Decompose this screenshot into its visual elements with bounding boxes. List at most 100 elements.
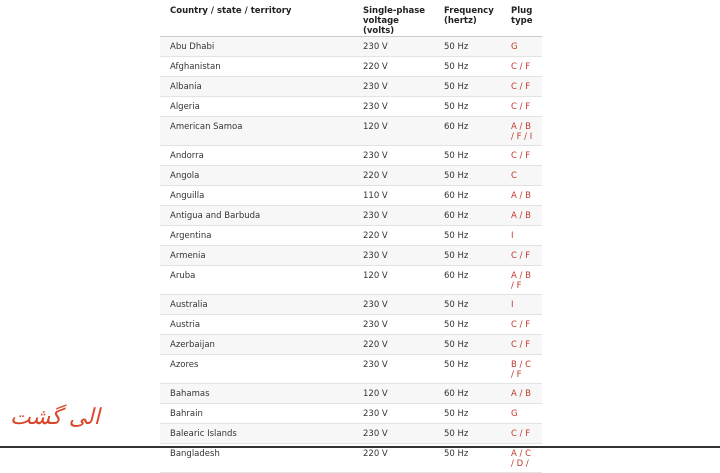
- table-row: Algeria 230 V 50 Hz C / F: [160, 96, 542, 117]
- table-cell: 50 Hz: [434, 294, 501, 315]
- table-row: Argentina 220 V 50 Hz I: [160, 225, 542, 246]
- table-cell: 230 V: [353, 314, 434, 335]
- plug-cell: C / F: [501, 423, 542, 444]
- plug-cell: C / F: [501, 96, 542, 117]
- plug-cell: G: [501, 403, 542, 424]
- table-row: Australia 230 V 50 Hz I: [160, 294, 542, 315]
- table-cell: Antigua and Barbuda: [160, 205, 353, 226]
- table-cell: 50 Hz: [434, 56, 501, 77]
- table-cell: 230 V: [353, 96, 434, 117]
- plug-cell: C / F: [501, 334, 542, 355]
- table-cell: 120 V: [353, 265, 434, 295]
- plug-cell: B / C / F: [501, 354, 542, 384]
- table-cell: American Samoa: [160, 116, 353, 146]
- column-header: Country / state / territory: [160, 0, 353, 37]
- table-cell: Angola: [160, 165, 353, 186]
- table-row: Armenia 230 V 50 Hz C / F: [160, 245, 542, 266]
- table-row: Albania 230 V 50 Hz C / F: [160, 76, 542, 97]
- table-cell: Azerbaijan: [160, 334, 353, 355]
- table-cell: Algeria: [160, 96, 353, 117]
- plug-cell: C / F: [501, 245, 542, 266]
- column-header: Single-phase voltage (volts): [353, 0, 434, 37]
- table-cell: 60 Hz: [434, 185, 501, 206]
- table-cell: 50 Hz: [434, 96, 501, 117]
- plug-cell: A / B: [501, 205, 542, 226]
- table-row: Anguilla 110 V 60 Hz A / B: [160, 185, 542, 206]
- table-row: Azores 230 V 50 Hz B / C / F: [160, 354, 542, 384]
- table-row: Andorra 230 V 50 Hz C / F: [160, 145, 542, 166]
- table-cell: Abu Dhabi: [160, 36, 353, 57]
- table-cell: Albania: [160, 76, 353, 97]
- table-cell: 120 V: [353, 116, 434, 146]
- bottom-rule: [0, 446, 720, 448]
- table-row: Afghanistan 220 V 50 Hz C / F: [160, 56, 542, 77]
- table-row: Bahamas 120 V 60 Hz A / B: [160, 383, 542, 404]
- table-cell: Andorra: [160, 145, 353, 166]
- table-cell: 220 V: [353, 56, 434, 77]
- table-cell: 60 Hz: [434, 205, 501, 226]
- plug-cell: C: [501, 165, 542, 186]
- table-cell: 230 V: [353, 245, 434, 266]
- table-cell: 60 Hz: [434, 116, 501, 146]
- table-cell: Bahamas: [160, 383, 353, 404]
- table-cell: 110 V: [353, 185, 434, 206]
- table-cell: Balearic Islands: [160, 423, 353, 444]
- header-row: Country / state / territory Single-phase …: [160, 0, 542, 37]
- table-cell: 230 V: [353, 423, 434, 444]
- table-cell: Australia: [160, 294, 353, 315]
- table-cell: 220 V: [353, 165, 434, 186]
- table-row: Abu Dhabi 230 V 50 Hz G: [160, 36, 542, 57]
- plug-cell: I: [501, 294, 542, 315]
- plug-cell: A / B: [501, 383, 542, 404]
- plug-cell: C / F: [501, 76, 542, 97]
- table-cell: 230 V: [353, 205, 434, 226]
- table-body: Abu Dhabi 230 V 50 Hz G Afghanistan 220 V 50 H…: [160, 36, 542, 473]
- table-cell: 120 V: [353, 383, 434, 404]
- table-cell: Afghanistan: [160, 56, 353, 77]
- table-cell: 50 Hz: [434, 145, 501, 166]
- table-cell: 50 Hz: [434, 403, 501, 424]
- plug-cell: C / F: [501, 145, 542, 166]
- table-row: Balearic Islands 230 V 50 Hz C / F: [160, 423, 542, 444]
- plug-cell: A / B / F: [501, 265, 542, 295]
- table-cell: 50 Hz: [434, 423, 501, 444]
- plug-cell: C / F: [501, 56, 542, 77]
- table-cell: 220 V: [353, 334, 434, 355]
- column-header: Frequency (hertz): [434, 0, 501, 37]
- table-cell: Anguilla: [160, 185, 353, 206]
- watermark: الی گشت: [10, 405, 100, 430]
- table-cell: 230 V: [353, 76, 434, 97]
- table-row: Austria 230 V 50 Hz C / F: [160, 314, 542, 335]
- table-cell: 50 Hz: [434, 314, 501, 335]
- table-cell: 230 V: [353, 403, 434, 424]
- table-row: Antigua and Barbuda 230 V 60 Hz A / B: [160, 205, 542, 226]
- table-cell: 230 V: [353, 354, 434, 384]
- table-row: Angola 220 V 50 Hz C: [160, 165, 542, 186]
- table-cell: 230 V: [353, 36, 434, 57]
- table-cell: 50 Hz: [434, 354, 501, 384]
- table-cell: 50 Hz: [434, 225, 501, 246]
- plug-cell: C / F: [501, 314, 542, 335]
- plug-cell: A / B: [501, 185, 542, 206]
- plug-table: Country / state / territory Single-phase …: [160, 0, 542, 473]
- plug-cell: I: [501, 225, 542, 246]
- table-cell: 220 V: [353, 225, 434, 246]
- table-cell: Armenia: [160, 245, 353, 266]
- table-cell: Bahrain: [160, 403, 353, 424]
- table-cell: Aruba: [160, 265, 353, 295]
- table-cell: 50 Hz: [434, 334, 501, 355]
- table-cell: 60 Hz: [434, 265, 501, 295]
- table-cell: 50 Hz: [434, 76, 501, 97]
- table-cell: 50 Hz: [434, 245, 501, 266]
- table-cell: Austria: [160, 314, 353, 335]
- table-row: Aruba 120 V 60 Hz A / B / F: [160, 265, 542, 295]
- column-header: Plug type: [501, 0, 542, 37]
- table-cell: Azores: [160, 354, 353, 384]
- table-cell: 230 V: [353, 145, 434, 166]
- table-row: Azerbaijan 220 V 50 Hz C / F: [160, 334, 542, 355]
- table-cell: 50 Hz: [434, 165, 501, 186]
- table-cell: 50 Hz: [434, 36, 501, 57]
- plug-cell: A / B / F / I: [501, 116, 542, 146]
- table-cell: 230 V: [353, 294, 434, 315]
